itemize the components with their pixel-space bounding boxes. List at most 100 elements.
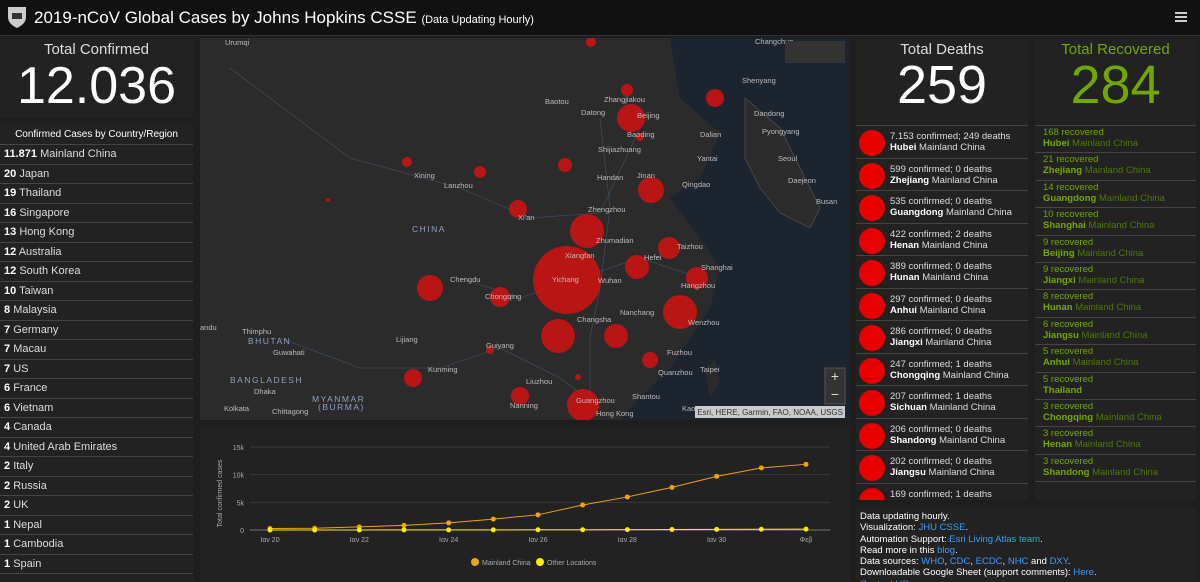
case-bubble (474, 166, 486, 178)
info-text: , (1002, 556, 1008, 568)
case-bubble (509, 200, 527, 218)
death-count: 0 deaths (955, 456, 992, 467)
country-row: 2 Italy (0, 457, 193, 477)
recovered-region: Mainland China (1072, 357, 1139, 369)
death-region: Mainland China (919, 142, 986, 153)
series-point (758, 526, 764, 532)
map-label: Changchun (755, 38, 793, 46)
recovered-row: 6 recovered Jiangsu Mainland China (1035, 318, 1196, 346)
death-location: Jiangsu Mainland China (890, 467, 995, 478)
y-tick-label: 0 (240, 528, 244, 535)
country-row: 11.871 Mainland China (0, 145, 193, 165)
death-row: 297 confirmed; 0 deaths Anhui Mainland Ch… (856, 289, 1028, 321)
country-count: 7 (4, 323, 11, 336)
death-location: Sichuan Mainland China (890, 402, 996, 413)
country-count: 2 (4, 479, 11, 492)
info-link[interactable]: Here (1073, 567, 1094, 579)
info-link[interactable]: WHO (921, 556, 945, 568)
recovered-location: Zhejiang Mainland China (1043, 165, 1196, 176)
recovered-count: 14 recovered (1043, 181, 1099, 193)
death-province: Zhejiang (890, 174, 930, 186)
death-dot (859, 227, 885, 254)
case-bubble (402, 157, 412, 167)
info-link[interactable]: blog (937, 544, 956, 556)
death-dot (859, 260, 885, 286)
case-bubble (558, 158, 572, 172)
death-confirmed: 202 confirmed; (890, 456, 953, 467)
series-point (401, 527, 407, 533)
death-text: 286 confirmed; 0 deaths (890, 326, 992, 337)
info-link[interactable]: ECDC (975, 556, 1003, 568)
country-row: 16 Singapore (0, 204, 193, 223)
series-point (446, 520, 452, 526)
death-region: Mainland China (931, 174, 998, 186)
country-row: 19 Thailand (0, 184, 193, 204)
zoom-control[interactable] (824, 367, 846, 405)
country-count: 11.871 (4, 148, 38, 160)
death-dot (859, 292, 885, 319)
deaths-list: 7.153 confirmed; 249 deaths Hubei Mainlan… (856, 125, 1028, 500)
death-dot (859, 357, 885, 384)
info-link[interactable]: NHC (1007, 556, 1029, 568)
death-count: 0 deaths (955, 326, 992, 337)
death-count: 0 deaths (955, 293, 992, 305)
country-name: France (13, 382, 48, 394)
death-location: Hunan Mainland China (890, 272, 988, 283)
info-link[interactable]: Contact US (860, 579, 909, 582)
country-count: 16 (4, 206, 17, 219)
zoom-in[interactable]: + (831, 368, 839, 384)
info-link[interactable]: DXY (1049, 556, 1068, 568)
info-text: Data updating hourly. (860, 511, 950, 522)
map-label: Seoul (778, 154, 798, 163)
country-row: 8 Malaysia (0, 301, 193, 321)
x-tick-label: Ιαν 24 (439, 537, 458, 544)
menu-icon[interactable] (1175, 11, 1187, 23)
death-confirmed: 206 confirmed; (890, 423, 953, 435)
country-count: 13 (4, 226, 17, 238)
recovered-location: Thailand (1043, 385, 1196, 396)
death-location: Jiangxi Mainland China (890, 337, 991, 348)
legend-label: Mainland China (482, 560, 531, 567)
case-bubble (326, 198, 330, 202)
recovered-region: Mainland China (1098, 192, 1165, 204)
recovered-count: 5 recovered (1043, 346, 1094, 358)
recovered-count: 9 recovered (1043, 236, 1094, 248)
map-label: Handan (597, 173, 623, 182)
case-bubble (617, 104, 645, 132)
map-label: Chittagong (272, 407, 308, 416)
map-label: Daejeon (788, 176, 816, 185)
death-dot (859, 130, 885, 156)
zoom-out[interactable]: − (831, 386, 839, 402)
recovered-count: 168 recovered (1043, 127, 1104, 138)
info-link[interactable]: JHU CSSE (918, 522, 966, 534)
map[interactable]: Urumqi Changchun Shenyang Baotou Zhangjiakou… (200, 38, 850, 420)
series-point (267, 527, 273, 533)
country-name: Australia (18, 245, 62, 258)
country-name: Macau (13, 343, 47, 355)
recovered-location: Anhui Mainland China (1043, 357, 1196, 368)
map-label: Quanzhou (658, 368, 693, 377)
x-tick-label: Ιαν 30 (707, 537, 726, 544)
info-text: Visualization: (860, 522, 919, 534)
country-count: 2 (4, 499, 11, 511)
death-dot (859, 455, 885, 481)
map-label: Dhaka (254, 387, 277, 396)
recovered-province: Henan (1043, 439, 1073, 451)
info-line: Visualization: JHU CSSE. (860, 522, 1192, 533)
info-link[interactable]: CDC (949, 556, 971, 568)
death-count: 1 deaths (955, 391, 992, 402)
info-text: and (1028, 556, 1050, 568)
case-bubble (570, 214, 604, 248)
info-text: . (1040, 533, 1043, 545)
recovered-label: Total Recovered (1061, 41, 1170, 58)
info-line: Contact US (860, 579, 1192, 582)
info-link[interactable]: Esri Living Atlas team (949, 533, 1041, 545)
series-point (714, 473, 720, 479)
map-label: Urumqi (225, 38, 250, 47)
map-tools[interactable] (785, 41, 845, 63)
attribution: Esri, HERE, Garmin, FAO, NOAA, USGS (697, 408, 843, 417)
info-text: . (1093, 567, 1097, 579)
series-point (624, 527, 630, 533)
recovered-row: 3 recovered Henan Mainland China (1035, 427, 1196, 455)
death-location: Hubei Mainland China (890, 142, 985, 153)
